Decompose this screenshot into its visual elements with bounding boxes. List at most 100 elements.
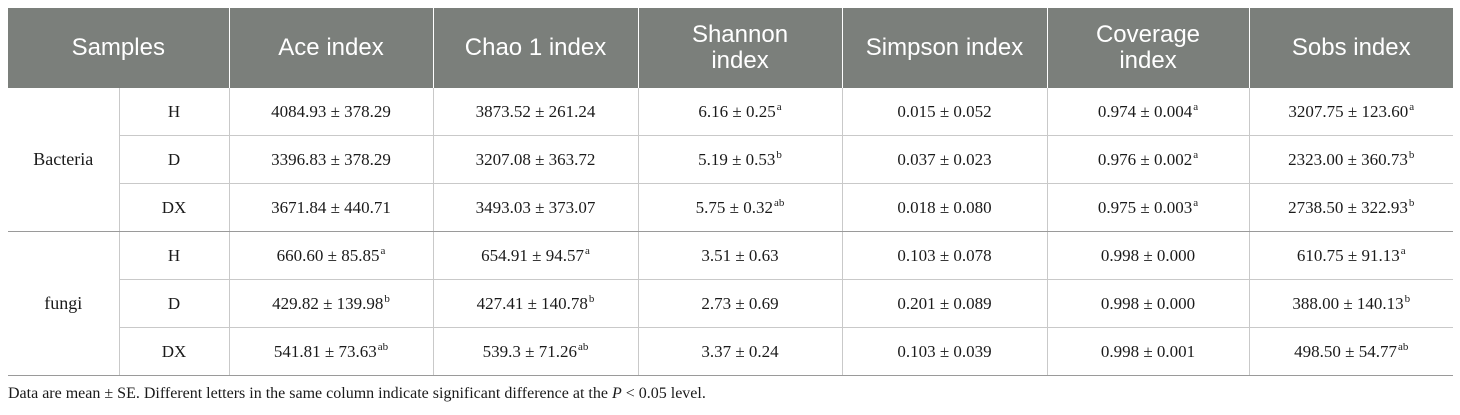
- significance-letter: a: [380, 244, 386, 257]
- ace-cell: 3671.84 ± 440.71: [229, 183, 434, 232]
- table-row: D 429.82 ± 139.98b 427.41 ± 140.78b 2.73 ± …: [8, 279, 1453, 328]
- coverage-cell: 0.998 ± 0.000: [1047, 279, 1250, 328]
- coverage-cell: 0.998 ± 0.000: [1047, 231, 1250, 280]
- simpson-value: 0.037 ± 0.023: [897, 149, 992, 169]
- header-coverage: Coverage index: [1047, 8, 1250, 88]
- significance-letter: b: [1404, 292, 1411, 305]
- header-ace: Ace index: [229, 8, 434, 88]
- coverage-cell: 0.975 ± 0.003a: [1047, 183, 1250, 232]
- shannon-value: 5.19 ± 0.53: [698, 149, 776, 169]
- simpson-cell: 0.015 ± 0.052: [842, 88, 1048, 136]
- coverage-value: 0.974 ± 0.004: [1097, 101, 1193, 121]
- sample-label: D: [119, 279, 230, 328]
- shannon-cell: 3.51 ± 0.63: [638, 231, 843, 280]
- coverage-value: 0.998 ± 0.000: [1100, 245, 1196, 265]
- table-row: Bacteria H 4084.93 ± 378.29 3873.52 ± 261.2…: [8, 88, 1453, 232]
- significance-letter: a: [776, 100, 782, 113]
- ace-value: 541.81 ± 73.63: [273, 341, 377, 361]
- significance-letter: ab: [577, 340, 589, 353]
- coverage-value: 0.998 ± 0.000: [1100, 293, 1196, 313]
- ace-value: 660.60 ± 85.85: [276, 245, 380, 265]
- shannon-cell: 6.16 ± 0.25a: [638, 88, 843, 136]
- sobs-cell: 3207.75 ± 123.60a: [1249, 88, 1453, 136]
- significance-letter: b: [384, 292, 390, 305]
- header-sobs: Sobs index: [1249, 8, 1453, 88]
- sobs-value: 3207.75 ± 123.60: [1288, 101, 1409, 121]
- significance-letter: b: [1408, 196, 1415, 209]
- chao1-cell: 3873.52 ± 261.24: [433, 88, 639, 136]
- chao1-value: 3207.08 ± 363.72: [475, 149, 596, 169]
- coverage-value: 0.998 ± 0.001: [1100, 341, 1196, 361]
- group-label: fungi: [8, 231, 120, 376]
- header-samples: Samples: [8, 8, 230, 88]
- header-chao1: Chao 1 index: [433, 8, 639, 88]
- table-row: fungi H 660.60 ± 85.85a 654.91 ± 94.57a 3.51…: [8, 231, 1453, 376]
- ace-cell: 541.81 ± 73.63ab: [229, 327, 434, 376]
- sample-label: DX: [119, 327, 230, 376]
- coverage-value: 0.976 ± 0.002: [1097, 149, 1193, 169]
- chao1-cell: 3207.08 ± 363.72: [433, 135, 639, 184]
- significance-letter: b: [1408, 148, 1415, 161]
- header-shannon: Shannon index: [638, 8, 843, 88]
- group-label: Bacteria: [8, 88, 120, 232]
- sample-label: H: [119, 88, 230, 136]
- coverage-value: 0.975 ± 0.003: [1097, 197, 1193, 217]
- coverage-cell: 0.998 ± 0.001: [1047, 327, 1250, 376]
- sobs-value: 388.00 ± 140.13: [1292, 293, 1404, 313]
- sobs-cell: 388.00 ± 140.13b: [1249, 279, 1453, 328]
- table-footnote: Data are mean ± SE. Different letters in…: [8, 385, 706, 403]
- ace-value: 429.82 ± 139.98: [272, 293, 384, 313]
- significance-letter: ab: [377, 340, 389, 353]
- footnote-tail: < 0.05 level.: [621, 385, 706, 402]
- chao1-cell: 427.41 ± 140.78b: [433, 279, 639, 328]
- significance-letter: ab: [773, 196, 785, 209]
- ace-value: 3671.84 ± 440.71: [271, 197, 391, 217]
- simpson-cell: 0.037 ± 0.023: [842, 135, 1048, 184]
- ace-cell: 429.82 ± 139.98b: [229, 279, 434, 328]
- footnote-p-symbol: P: [611, 385, 622, 402]
- chao1-value: 3493.03 ± 373.07: [475, 197, 596, 217]
- shannon-value: 6.16 ± 0.25: [698, 101, 776, 121]
- chao1-cell: 3493.03 ± 373.07: [433, 183, 639, 232]
- sample-label: H: [119, 231, 230, 280]
- simpson-cell: 0.103 ± 0.078: [842, 231, 1048, 280]
- significance-letter: a: [1193, 196, 1199, 209]
- chao1-cell: 539.3 ± 71.26ab: [433, 327, 639, 376]
- shannon-cell: 2.73 ± 0.69: [638, 279, 843, 328]
- shannon-value: 2.73 ± 0.69: [701, 293, 779, 313]
- significance-letter: b: [776, 148, 782, 161]
- simpson-value: 0.015 ± 0.052: [897, 101, 992, 121]
- header-simpson: Simpson index: [842, 8, 1048, 88]
- shannon-value: 3.37 ± 0.24: [701, 341, 779, 361]
- coverage-cell: 0.974 ± 0.004a: [1047, 88, 1250, 136]
- sobs-cell: 610.75 ± 91.13a: [1249, 231, 1453, 280]
- significance-letter: b: [588, 292, 595, 305]
- header-row: Samples Ace index Chao 1 index Shannon i…: [8, 8, 1453, 88]
- chao1-value: 539.3 ± 71.26: [482, 341, 577, 361]
- simpson-value: 0.201 ± 0.089: [897, 293, 992, 313]
- simpson-value: 0.018 ± 0.080: [897, 197, 992, 217]
- shannon-value: 3.51 ± 0.63: [701, 245, 779, 265]
- chao1-cell: 654.91 ± 94.57a: [433, 231, 639, 280]
- ace-value: 4084.93 ± 378.29: [271, 101, 391, 121]
- sobs-cell: 2738.50 ± 322.93b: [1249, 183, 1453, 232]
- table-row: D 3396.83 ± 378.29 3207.08 ± 363.72 5.19 ± …: [8, 135, 1453, 184]
- significance-letter: ab: [1397, 340, 1409, 353]
- chao1-value: 654.91 ± 94.57: [481, 245, 584, 265]
- ace-cell: 3396.83 ± 378.29: [229, 135, 434, 184]
- shannon-cell: 5.75 ± 0.32ab: [638, 183, 843, 232]
- sobs-cell: 2323.00 ± 360.73b: [1249, 135, 1453, 184]
- alpha-diversity-table: Samples Ace index Chao 1 index Shannon i…: [8, 8, 1453, 376]
- sample-label: D: [119, 135, 230, 184]
- significance-letter: a: [1193, 148, 1199, 161]
- sample-label: DX: [119, 183, 230, 232]
- chao1-value: 427.41 ± 140.78: [476, 293, 588, 313]
- sobs-value: 498.50 ± 54.77: [1294, 341, 1397, 361]
- coverage-cell: 0.976 ± 0.002a: [1047, 135, 1250, 184]
- footnote-text: Data are mean ± SE. Different letters in…: [8, 385, 612, 402]
- shannon-cell: 3.37 ± 0.24: [638, 327, 843, 376]
- simpson-value: 0.103 ± 0.039: [897, 341, 992, 361]
- table-row: DX 541.81 ± 73.63ab 539.3 ± 71.26ab 3.37 ± …: [8, 327, 1453, 376]
- simpson-cell: 0.201 ± 0.089: [842, 279, 1048, 328]
- ace-cell: 660.60 ± 85.85a: [229, 231, 434, 280]
